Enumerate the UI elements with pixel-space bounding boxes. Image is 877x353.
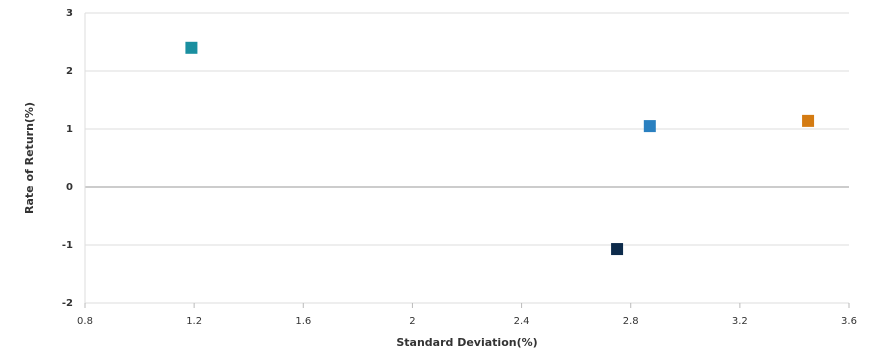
x-tick-label: 2	[409, 316, 415, 327]
x-tick-label: 3.2	[732, 316, 748, 327]
point	[802, 114, 815, 127]
y-axis-label: Rate of Return(%)	[23, 102, 36, 214]
x-tick-label: 1.2	[186, 316, 202, 327]
y-tick-label: 1	[66, 124, 73, 135]
x-tick-label: 1.6	[295, 316, 311, 327]
y-tick-label: -1	[62, 240, 73, 251]
x-axis-label: Standard Deviation(%)	[396, 336, 537, 349]
x-tick-label: 2.8	[623, 316, 639, 327]
point	[611, 243, 624, 256]
y-tick-label: 3	[66, 8, 73, 19]
x-tick-label: 0.8	[77, 316, 93, 327]
y-tick-label: 0	[66, 182, 73, 193]
point	[643, 120, 656, 133]
point	[185, 41, 198, 54]
x-tick-label: 3.6	[841, 316, 857, 327]
y-tick-label: -2	[62, 298, 73, 309]
x-tick-label: 2.4	[514, 316, 530, 327]
y-tick-label: 2	[66, 66, 73, 77]
